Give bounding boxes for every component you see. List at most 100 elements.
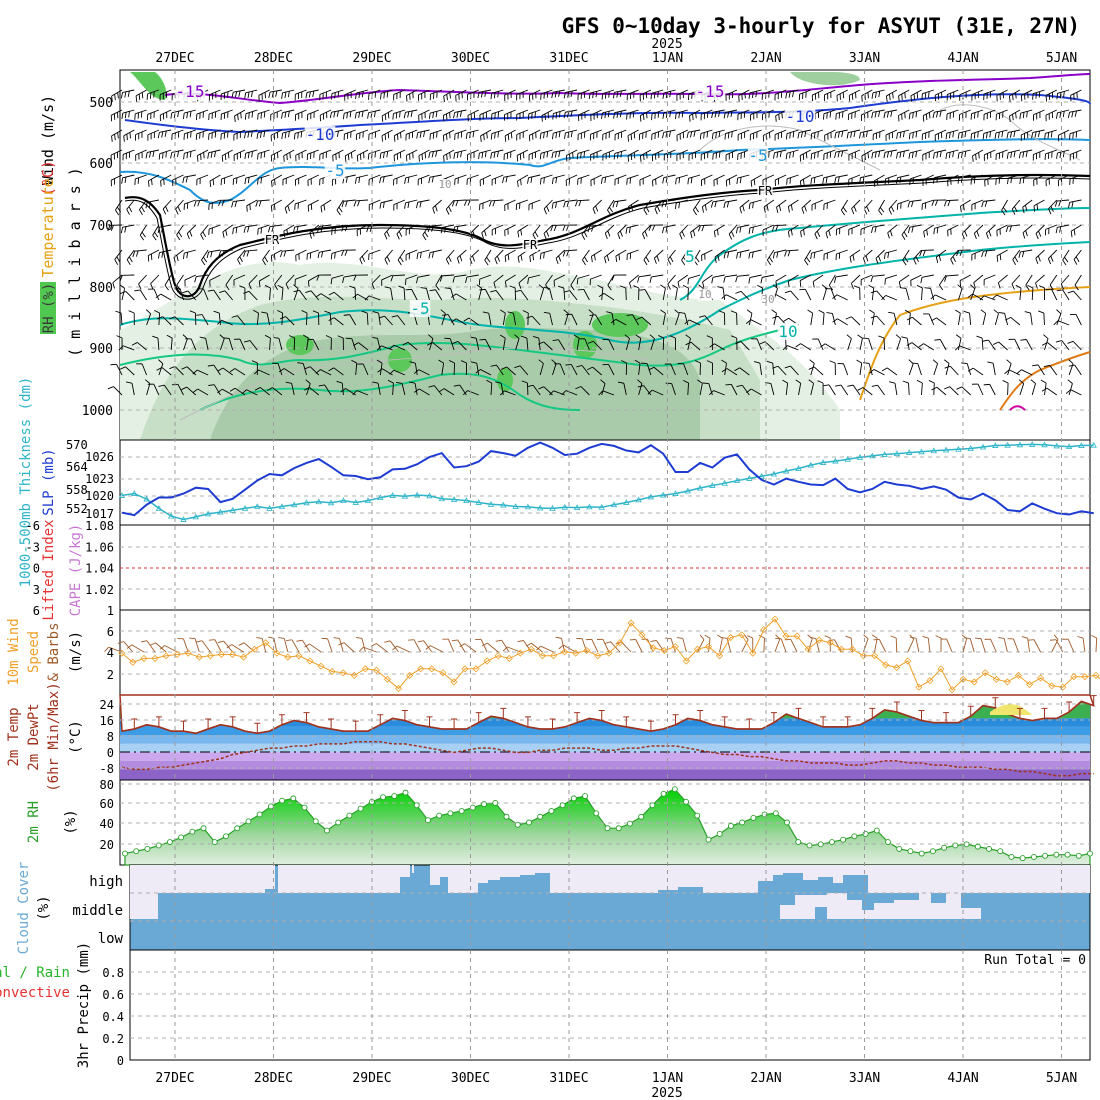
wind-barb <box>244 89 258 99</box>
wind-barb <box>490 289 504 301</box>
wind-barb <box>945 149 959 160</box>
wind-barb <box>684 319 701 326</box>
contour-label: 5 <box>685 247 695 266</box>
wind-barb <box>561 390 578 396</box>
wind-barb <box>1019 109 1033 120</box>
wind-barb <box>336 199 344 216</box>
wind-barb <box>499 390 516 396</box>
wind-barb <box>162 199 172 215</box>
wind-barb <box>650 89 664 100</box>
wind-barb <box>845 316 861 326</box>
wind-barb <box>587 366 602 376</box>
wind-speed-marker <box>1003 678 1011 686</box>
wind-barb <box>219 290 234 301</box>
wind-speed-marker <box>494 652 502 660</box>
cloud-clear-region <box>535 865 550 873</box>
wind-barb <box>950 249 959 265</box>
wind-barb <box>562 249 578 257</box>
wind-barb <box>840 199 849 216</box>
wind-barb <box>818 309 825 326</box>
wind-barb <box>131 342 147 351</box>
wind-barb <box>528 129 541 142</box>
wind10m-panel: 642 10m Wind Speed & Barbs (m/s) <box>6 609 1100 696</box>
wind-barb <box>636 316 652 326</box>
wind-barb <box>601 109 615 119</box>
wind-barb <box>354 109 369 119</box>
wind-barb <box>1069 313 1082 326</box>
wind-barb <box>959 109 971 121</box>
cloud-clear-region <box>818 865 833 877</box>
wind-barb <box>403 109 418 119</box>
wind-barb <box>264 284 271 301</box>
thickness-marker <box>426 492 433 499</box>
wind-barb <box>482 311 492 326</box>
wind-barb <box>577 174 590 185</box>
wind-speed-marker <box>616 639 624 647</box>
wind-barb <box>1032 149 1045 161</box>
rh-contour <box>179 347 651 421</box>
wind-barb <box>379 199 393 209</box>
wind-barb <box>820 343 836 351</box>
wind-barb <box>1041 342 1058 351</box>
wind-barb <box>694 360 701 376</box>
wind-barb <box>923 224 935 238</box>
wind-barb <box>664 363 676 376</box>
wind-barb <box>1015 284 1022 301</box>
wind-barb <box>257 224 270 235</box>
wind-barb <box>200 224 209 240</box>
wind-barb <box>1022 199 1033 214</box>
wind-barb <box>983 383 996 396</box>
wind-barb <box>159 89 172 101</box>
wind-barb <box>295 174 307 186</box>
wind-barb <box>832 294 848 301</box>
wind-speed-marker <box>549 652 558 660</box>
precip-tick: 0.4 <box>102 1010 124 1024</box>
temperature-contour <box>124 177 1091 300</box>
contour-label-bg <box>747 147 769 164</box>
top-day-label: 31DEC <box>549 51 588 66</box>
wind-barb <box>255 199 270 207</box>
wind-barb <box>692 199 701 216</box>
wind10m-barb <box>140 640 156 653</box>
wind-barb <box>432 199 443 214</box>
wind-speed-marker <box>704 643 713 651</box>
wind-barb <box>648 224 664 231</box>
wind-barb <box>1045 109 1057 122</box>
wind-barb <box>857 387 873 396</box>
wind-barb <box>859 174 873 184</box>
wind-barb <box>639 289 652 301</box>
rh2m-marker <box>851 833 858 840</box>
wind-barb <box>919 249 934 257</box>
wind-barb <box>823 149 836 161</box>
thickness-marker <box>229 506 236 513</box>
wind-barb <box>725 89 738 101</box>
cloud-level-low: low <box>98 931 124 947</box>
wind-barb <box>591 249 602 263</box>
wind-barb <box>504 129 516 142</box>
rh2m-marker <box>492 800 499 806</box>
wind-barb <box>906 342 922 351</box>
rh2m-marker <box>817 841 824 848</box>
wind-barb <box>209 274 221 287</box>
wind-barb <box>184 274 196 287</box>
wind-barb <box>1045 89 1058 102</box>
rh2m-marker <box>144 845 151 852</box>
wind-barb <box>921 199 934 210</box>
thickness-marker <box>475 499 482 505</box>
wind-barb <box>639 109 652 122</box>
wind-barb <box>610 318 627 326</box>
pressure-tick-label: 900 <box>90 342 113 357</box>
wind-barb <box>932 174 947 184</box>
wind-tick: 2 <box>107 668 114 682</box>
wind10m-barb <box>304 643 322 653</box>
wind-barb <box>565 149 578 162</box>
wind-barb <box>751 338 763 351</box>
thickness-marker <box>881 451 888 457</box>
wind-barb <box>961 224 972 240</box>
wind-speed-marker <box>417 665 425 673</box>
wind-barb <box>121 174 135 184</box>
temp-tick: 24 <box>100 698 114 712</box>
wind-barb <box>1032 89 1045 100</box>
wind-barb <box>479 288 492 301</box>
